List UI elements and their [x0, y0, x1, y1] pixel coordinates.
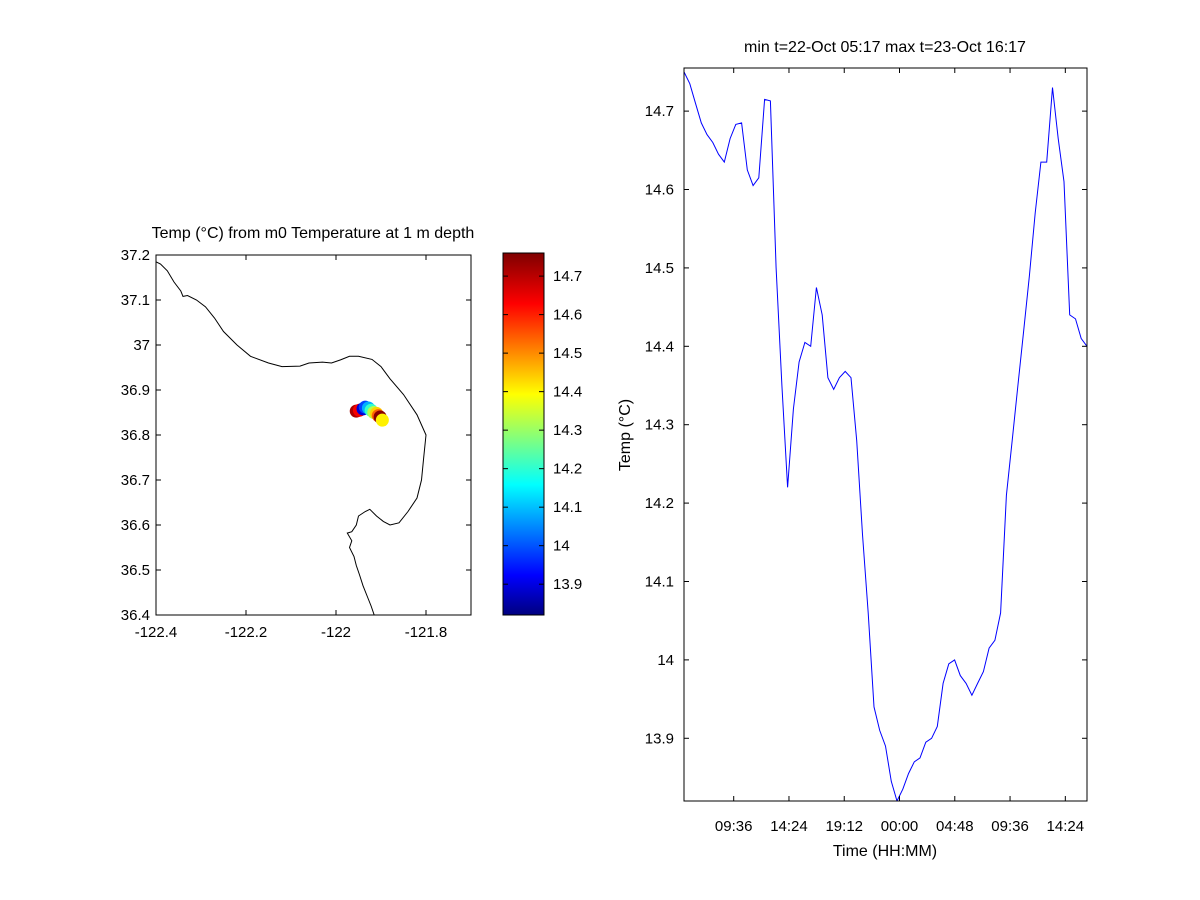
map-point — [375, 413, 389, 427]
colorbar-tick-label: 14.7 — [553, 268, 582, 285]
timeseries-title: min t=22-Oct 05:17 max t=23-Oct 16:17 — [744, 39, 1026, 56]
colorbar-ticks: 13.9 14 14.1 14.2 14.3 14.4 14.5 14.6 14.7 — [503, 268, 582, 593]
map-y-tick-label: 36.5 — [121, 562, 150, 579]
series-line-temperature — [684, 71, 1087, 801]
map-x-tick-label: -121.8 — [405, 624, 448, 641]
map-x-tick-label: -122 — [321, 624, 351, 641]
colorbar: 13.9 14 14.1 14.2 14.3 14.4 14.5 14.6 14.7 — [502, 252, 582, 616]
timeseries-y-tick-label: 14.4 — [645, 338, 674, 355]
map-y-tick-label: 37 — [133, 337, 150, 354]
timeseries-plot-area — [684, 71, 1087, 801]
map-plot-area — [156, 261, 427, 615]
colorbar-tick-label: 14.2 — [553, 461, 582, 478]
timeseries-panel: min t=22-Oct 05:17 max t=23-Oct 16:17 09… — [617, 39, 1088, 860]
timeseries-y-tick-label: 14.7 — [645, 103, 674, 120]
colorbar-tick-label: 13.9 — [553, 576, 582, 593]
timeseries-y-label: Temp (°C) — [617, 399, 634, 471]
colorbar-gradient — [502, 252, 545, 616]
map-y-tick-label: 36.8 — [121, 427, 150, 444]
map-y-tick-label: 36.9 — [121, 382, 150, 399]
timeseries-x-label: Time (HH:MM) — [833, 843, 937, 860]
timeseries-x-axis: 09:36 14:24 19:12 00:00 04:48 09:36 14:24 — [715, 68, 1084, 835]
map-y-tick-label: 36.7 — [121, 472, 150, 489]
colorbar-tick-label: 14.5 — [553, 345, 582, 362]
timeseries-y-tick-label: 14.6 — [645, 182, 674, 199]
timeseries-x-tick-label: 14:24 — [1047, 818, 1085, 835]
timeseries-x-tick-label: 09:36 — [991, 818, 1029, 835]
map-axes-box — [155, 254, 472, 616]
map-points — [349, 400, 389, 427]
map-x-tick-label: -122.2 — [225, 624, 268, 641]
map-x-axis: -122.4 -122.2 -122 -121.8 — [135, 255, 448, 641]
colorbar-tick-label: 14.4 — [553, 384, 582, 401]
timeseries-y-tick-label: 14.1 — [645, 573, 674, 590]
map-y-tick-label: 37.1 — [121, 292, 150, 309]
colorbar-tick-label: 14.6 — [553, 307, 582, 324]
timeseries-y-tick-label: 14.5 — [645, 260, 674, 277]
timeseries-y-tick-label: 14.3 — [645, 417, 674, 434]
colorbar-tick-label: 14.3 — [553, 422, 582, 439]
timeseries-y-tick-label: 14 — [657, 652, 674, 669]
colorbar-tick-label: 14 — [553, 538, 570, 555]
timeseries-y-tick-label: 13.9 — [645, 730, 674, 747]
colorbar-tick-label: 14.1 — [553, 499, 582, 516]
timeseries-x-tick-label: 19:12 — [825, 818, 863, 835]
timeseries-y-tick-label: 14.2 — [645, 495, 674, 512]
timeseries-x-tick-label: 04:48 — [936, 818, 974, 835]
timeseries-x-tick-label: 14:24 — [770, 818, 808, 835]
map-y-axis: 36.4 36.5 36.6 36.7 36.8 36.9 37 37.1 37.2 — [121, 247, 471, 624]
map-y-tick-label: 37.2 — [121, 247, 150, 264]
timeseries-axes-box — [683, 67, 1088, 802]
coastline — [156, 261, 427, 615]
map-title: Temp (°C) from m0 Temperature at 1 m dep… — [152, 225, 475, 242]
map-y-tick-label: 36.6 — [121, 517, 150, 534]
map-x-tick-label: -122.4 — [135, 624, 178, 641]
map-y-tick-label: 36.4 — [121, 607, 150, 624]
timeseries-y-axis: 13.9 14 14.1 14.2 14.3 14.4 14.5 14.6 14.7 — [645, 103, 1087, 747]
map-panel: Temp (°C) from m0 Temperature at 1 m dep… — [121, 225, 475, 641]
timeseries-x-tick-label: 09:36 — [715, 818, 753, 835]
timeseries-x-tick-label: 00:00 — [881, 818, 919, 835]
